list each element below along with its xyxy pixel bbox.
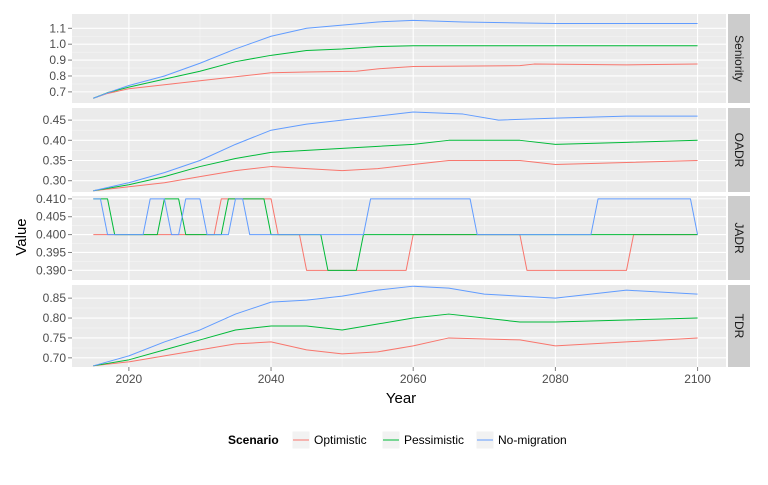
- y-tick-label: 0.405: [36, 210, 66, 224]
- series-line-optimistic: [93, 63, 698, 99]
- series-line-pessimistic: [93, 139, 698, 192]
- facet-strip-label: Seniority: [732, 35, 746, 82]
- y-tick-label: 0.70: [43, 351, 67, 365]
- y-tick-label: 0.9: [49, 53, 66, 67]
- y-tick-label: 0.40: [43, 133, 67, 147]
- facet-strip-label: JADR: [732, 222, 746, 254]
- y-axis-title: Value: [13, 218, 30, 255]
- y-tick-label: 0.395: [36, 245, 66, 259]
- y-tick-label: 0.8: [49, 69, 66, 83]
- facet-strip: [728, 108, 750, 192]
- x-tick-label: 2060: [400, 372, 427, 386]
- y-tick-label: 1.0: [49, 37, 66, 51]
- y-tick-label: 0.410: [36, 192, 66, 206]
- series-line-no-migration: [93, 285, 698, 367]
- legend-label: No-migration: [498, 433, 567, 447]
- y-tick-label: 0.390: [36, 263, 66, 277]
- facet-strip: [728, 196, 750, 280]
- facet-strip-label: TDR: [732, 314, 746, 339]
- y-tick-label: 0.85: [43, 291, 67, 305]
- y-tick-label: 0.75: [43, 331, 67, 345]
- legend-label: Pessimistic: [404, 433, 464, 447]
- panel-background: [72, 14, 726, 103]
- y-tick-label: 0.80: [43, 311, 67, 325]
- series-line-pessimistic: [93, 313, 698, 367]
- facet-panel: 0.7 0.8 0.9 1.0 1.1 Seniority: [49, 14, 750, 103]
- facet-panel: 0.390 0.395 0.400 0.405 0.410 JADR: [36, 192, 750, 280]
- series-line-no-migration: [93, 198, 699, 236]
- y-tick-label: 0.7: [49, 85, 66, 99]
- x-tick-label: 2020: [116, 372, 143, 386]
- x-axis-title: Year: [386, 390, 416, 407]
- legend: Scenario Optimistic Pessimistic No-migratio…: [228, 430, 567, 450]
- y-tick-label: 0.35: [43, 154, 67, 168]
- x-tick-label: 2080: [542, 372, 569, 386]
- y-tick-label: 0.45: [43, 113, 67, 127]
- legend-label: Optimistic: [314, 433, 367, 447]
- legend-title: Scenario: [228, 433, 279, 447]
- series-line-pessimistic: [93, 45, 698, 99]
- panel-background: [72, 108, 726, 192]
- y-tick-label: 1.1: [49, 21, 66, 35]
- x-tick-label: 2100: [684, 372, 711, 386]
- facet-panel: 0.70 0.75 0.80 0.85 TDR: [43, 285, 750, 367]
- panel-background: [72, 196, 726, 280]
- y-tick-label: 0.400: [36, 228, 66, 242]
- facet-strip-label: OADR: [732, 133, 746, 168]
- series-line-optimistic: [93, 337, 698, 367]
- series-line-no-migration: [93, 19, 698, 99]
- facet-strip: [728, 14, 750, 103]
- facet-panel: 0.30 0.35 0.40 0.45 OADR: [43, 108, 750, 192]
- x-tick-label: 2040: [258, 372, 285, 386]
- y-tick-label: 0.30: [43, 174, 67, 188]
- series-line-optimistic: [93, 160, 698, 192]
- series-line-no-migration: [93, 111, 698, 192]
- facet-strip: [728, 285, 750, 367]
